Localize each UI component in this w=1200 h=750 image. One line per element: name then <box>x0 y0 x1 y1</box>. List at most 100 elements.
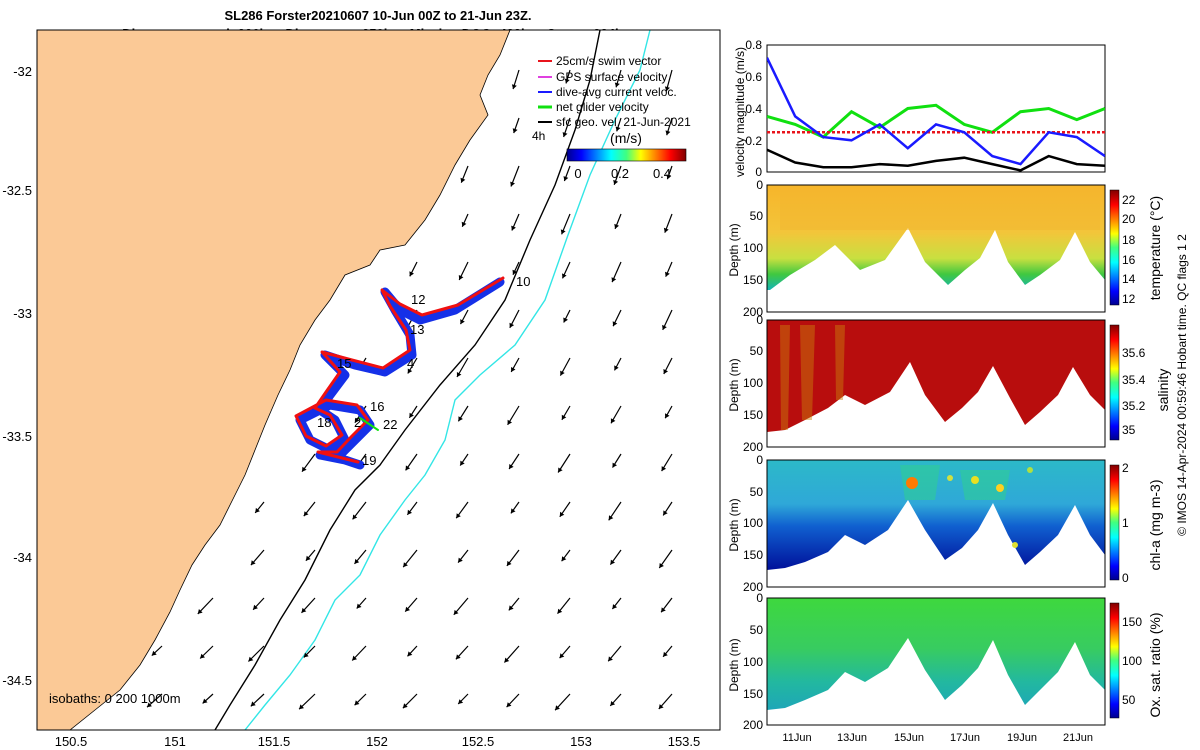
current-arrow-head <box>250 560 256 566</box>
svg-text:0.2: 0.2 <box>745 134 762 148</box>
current-arrow-head <box>665 130 671 136</box>
current-arrow-head <box>453 609 459 615</box>
time-axis-ticks: 11Jun 13Jun 15Jun 17Jun 19Jun 21Jun <box>782 732 1093 744</box>
current-arrow-head <box>504 657 510 663</box>
svg-text:35.4: 35.4 <box>1122 373 1146 387</box>
velocity-ylabel: velocity magnitude (m/s) <box>733 47 747 177</box>
svg-text:14: 14 <box>1122 272 1136 286</box>
svg-text:35.2: 35.2 <box>1122 399 1146 413</box>
svg-text:153.5: 153.5 <box>668 734 701 749</box>
svg-text:150.5: 150.5 <box>55 734 88 749</box>
temperature-panel: Depth (m) 0 50 100 150 200 22 20 18 16 1… <box>727 178 1163 319</box>
svg-text:50: 50 <box>750 209 764 223</box>
svg-text:(m/s): (m/s) <box>610 130 642 146</box>
current-arrow-head <box>151 650 157 656</box>
current-arrow-head <box>610 559 615 565</box>
current-arrow-head <box>456 513 461 519</box>
current-arrow-head <box>403 562 408 568</box>
svg-text:200: 200 <box>743 440 763 454</box>
svg-text:50: 50 <box>1122 693 1136 707</box>
svg-text:152: 152 <box>366 734 388 749</box>
current-arrow-head <box>612 462 617 468</box>
current-arrow-head <box>405 606 410 612</box>
isobath-200 <box>214 30 601 730</box>
svg-text:10: 10 <box>516 274 530 289</box>
current-arrow-head <box>255 507 260 513</box>
salinity-cbar-label: salinity <box>1155 369 1171 412</box>
current-arrow-head <box>560 229 566 235</box>
velocity-series-3 <box>767 148 1105 172</box>
current-arrow-head <box>460 177 466 183</box>
current-arrow-head <box>458 275 464 280</box>
current-arrow-head <box>303 652 309 658</box>
svg-text:100: 100 <box>743 241 763 255</box>
glider-track <box>294 276 505 470</box>
svg-text:100: 100 <box>743 516 763 530</box>
svg-text:200: 200 <box>743 580 763 594</box>
svg-text:0.2: 0.2 <box>611 166 629 181</box>
current-arrow-head <box>509 322 515 328</box>
current-arrow-head <box>564 78 570 84</box>
svg-text:-33: -33 <box>13 306 32 321</box>
current-arrow-head <box>352 514 358 520</box>
current-arrow-head <box>301 607 307 613</box>
svg-text:-33.5: -33.5 <box>2 429 32 444</box>
current-arrow-head <box>305 555 311 561</box>
svg-text:19: 19 <box>362 453 376 468</box>
svg-text:22: 22 <box>1122 193 1136 207</box>
current-arrow-head <box>610 418 616 424</box>
current-arrow-head <box>460 460 465 466</box>
current-arrow-head <box>456 372 462 377</box>
current-arrow-head <box>559 653 565 659</box>
title-line1: SL286 Forster20210607 10-Jun 00Z to 21-J… <box>224 8 531 23</box>
svg-text:16: 16 <box>370 399 384 414</box>
svg-text:GPS surface velocity: GPS surface velocity <box>556 70 667 84</box>
current-arrow-head <box>612 604 618 609</box>
temperature-depth-label: Depth (m) <box>727 223 741 276</box>
svg-text:200: 200 <box>743 305 763 319</box>
map-legend: 25cm/s swim vector GPS surface velocity … <box>532 54 691 143</box>
current-arrow-head <box>512 128 518 134</box>
side-credit: © IMOS 14-Apr-2024 00:59:46 Hobart time.… <box>1175 234 1189 536</box>
velocity-yticks: 0 0.2 0.4 0.6 0.8 <box>745 38 762 179</box>
svg-text:4h: 4h <box>532 129 545 143</box>
svg-text:150: 150 <box>743 548 763 562</box>
current-arrow-head <box>562 273 567 279</box>
svg-text:2: 2 <box>1122 461 1129 475</box>
chla-depth-label: Depth (m) <box>727 498 741 551</box>
current-arrow-head <box>562 132 568 137</box>
svg-text:35.6: 35.6 <box>1122 346 1146 360</box>
current-arrow-head <box>608 656 613 662</box>
svg-text:20: 20 <box>1122 212 1136 226</box>
current-arrow-head <box>458 557 463 563</box>
map-x-ticks: 150.5 151 151.5 152 152.5 153 153.5 <box>55 734 701 749</box>
svg-text:11Jun: 11Jun <box>782 732 811 744</box>
svg-text:0.6: 0.6 <box>745 70 762 84</box>
current-arrow-head <box>458 699 464 704</box>
svg-text:152.5: 152.5 <box>462 734 495 749</box>
current-arrow-head <box>405 465 411 471</box>
svg-text:17Jun: 17Jun <box>950 732 980 744</box>
map-colorbar: (m/s) 0 0.2 0.4 <box>566 130 687 181</box>
svg-text:0: 0 <box>574 166 581 181</box>
current-arrow-head <box>250 701 256 707</box>
svg-text:-34: -34 <box>13 550 32 565</box>
current-arrow-head <box>407 651 413 657</box>
current-arrow-head <box>507 419 512 425</box>
svg-text:15: 15 <box>337 356 351 371</box>
salinity-depth-label: Depth (m) <box>727 358 741 411</box>
current-arrow-head <box>455 654 461 660</box>
current-arrow-head <box>559 511 565 517</box>
current-arrow-head <box>661 466 667 472</box>
current-arrow-head <box>563 317 568 323</box>
current-arrow-head <box>506 560 512 566</box>
svg-text:0: 0 <box>755 165 762 179</box>
current-arrow-head <box>200 653 205 659</box>
svg-text:151: 151 <box>164 734 186 749</box>
svg-text:25cm/s swim vector: 25cm/s swim vector <box>556 54 661 68</box>
svg-text:0: 0 <box>1122 571 1129 585</box>
current-arrow-head <box>253 604 258 610</box>
svg-text:2: 2 <box>354 415 361 430</box>
current-arrow-head <box>664 86 670 92</box>
current-arrow-head <box>460 319 465 325</box>
